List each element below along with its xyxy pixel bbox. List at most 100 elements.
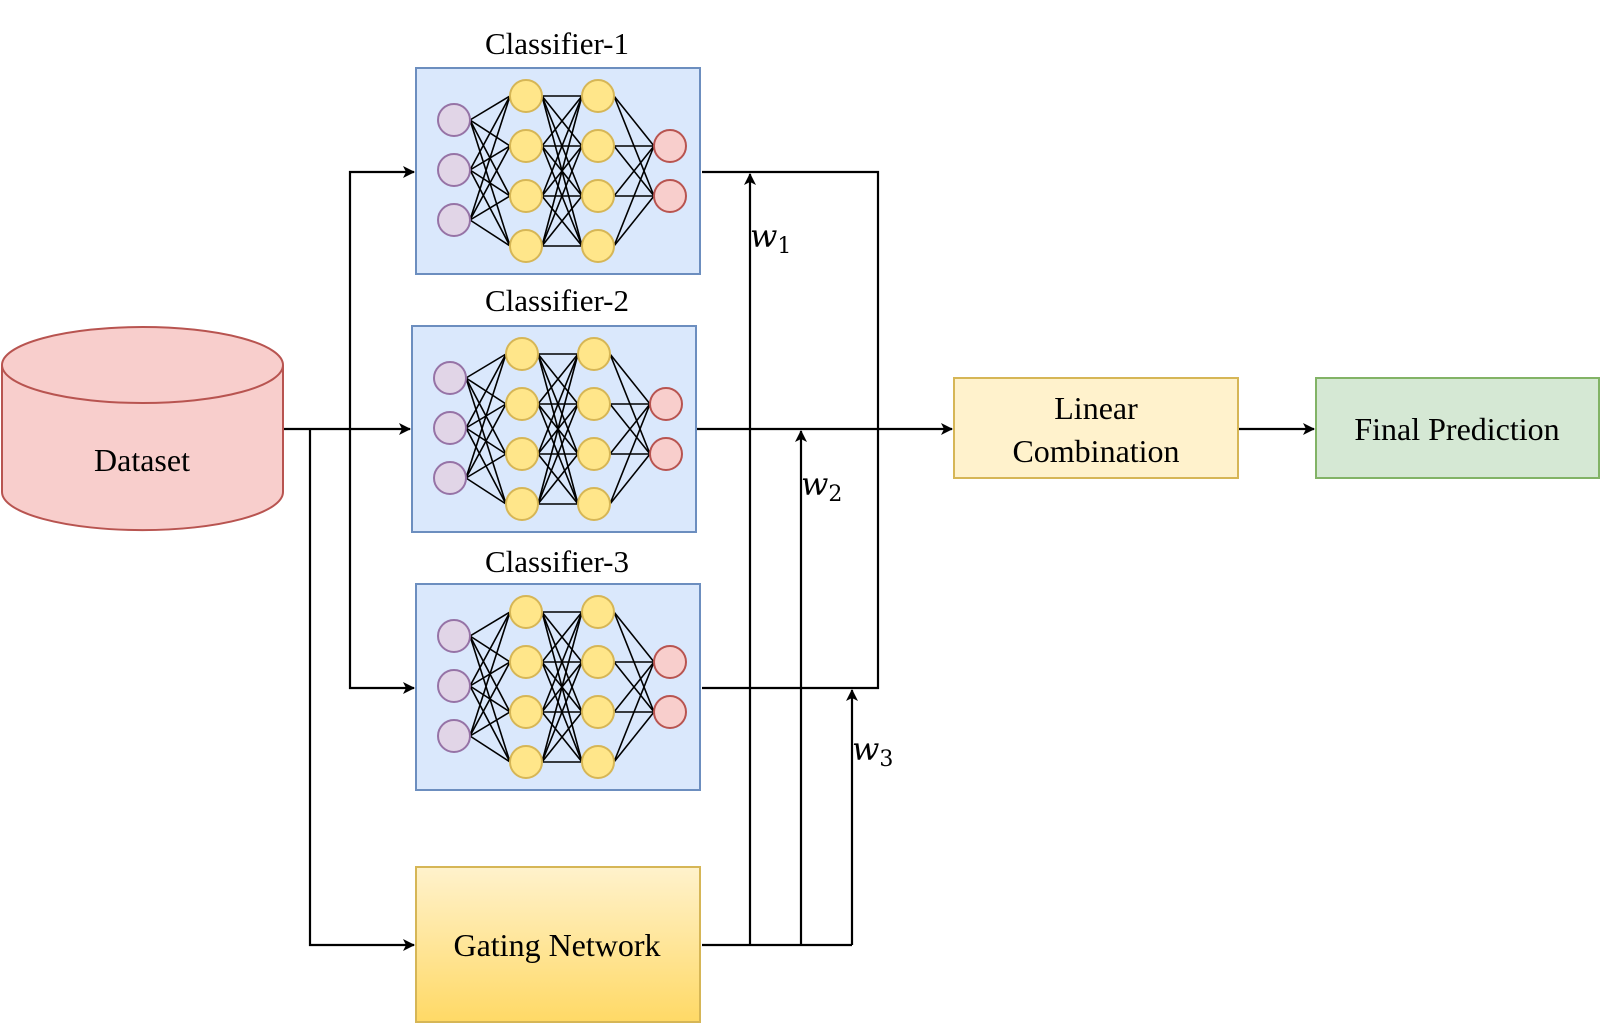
classifier-1-network-connection	[541, 95, 583, 147]
classifier-2-network-input-neuron	[433, 461, 467, 495]
classifier-1-network-connection	[469, 219, 511, 247]
classifier-3-network-connection	[469, 611, 511, 737]
classifier-3-network-hidden-b-neuron	[581, 745, 615, 779]
classifier-2-network-hidden-b-neuron	[577, 487, 611, 521]
classifier-1-network-connection	[469, 95, 511, 121]
classifier-1-title: Classifier-1	[485, 26, 629, 61]
classifier-1-network-connection	[613, 195, 655, 247]
weight-3-subscript: 3	[879, 747, 893, 772]
classifier-3-network-connection	[469, 661, 511, 737]
classifier-1-network-connection	[613, 95, 655, 147]
classifier-3-network-connection	[541, 611, 583, 713]
classifier-2-network-connection	[465, 403, 507, 479]
classifier-3-network-hidden-b-neuron	[581, 645, 615, 679]
classifier-3-network-connection	[613, 611, 655, 663]
classifier-2-network-hidden-b-neuron	[577, 387, 611, 421]
classifier-1-network-connection	[541, 95, 583, 197]
classifier-3-network-connection	[613, 661, 655, 763]
classifier-1-network-hidden-a-neuron	[509, 229, 543, 263]
classifier-1-network-connection	[541, 95, 583, 247]
classifier-3-title: Classifier-3	[485, 544, 629, 579]
classifier-1-network-output-neuron	[653, 179, 687, 213]
classifier-1-network-hidden-b-neuron	[581, 229, 615, 263]
classifier-1-network	[437, 79, 687, 263]
classifier-3-network-input-neuron	[437, 619, 471, 653]
dataset-cylinder-body	[1, 365, 284, 532]
edge-dataset-classifier-3	[348, 429, 415, 694]
classifier-3-network-hidden-a-neuron	[509, 745, 543, 779]
classifier-2-network-connection	[609, 403, 651, 455]
classifier-1-network-hidden-b-neuron	[581, 129, 615, 163]
classifier-2-network-hidden-a-neuron	[505, 387, 539, 421]
gating-network-box	[415, 866, 701, 1023]
classifier-3-network-hidden-a-neuron	[509, 695, 543, 729]
edge-classifier-3-bus	[702, 429, 880, 690]
weight-1-subscript: 1	[777, 234, 791, 259]
weight-2-subscript: 2	[828, 482, 842, 507]
classifier-1-network-hidden-b-neuron	[581, 179, 615, 213]
classifier-3-network-connection	[469, 611, 511, 637]
classifier-1-network-hidden-a-neuron	[509, 179, 543, 213]
classifier-2-network-input-neuron	[433, 411, 467, 445]
classifier-2-network-input-neuron	[433, 361, 467, 395]
edge-dataset-classifier-1	[348, 166, 415, 429]
classifier-3-network-connection	[469, 611, 511, 687]
classifier-3-network-connection	[469, 735, 511, 763]
classifier-3-network-hidden-a-neuron	[509, 595, 543, 629]
classifier-1-network-input-neuron	[437, 103, 471, 137]
gating-network-label: Gating Network	[453, 927, 660, 963]
dataset-cylinder-top	[1, 326, 284, 404]
edge-dataset-gating	[308, 429, 415, 951]
classifier-3-network-hidden-b-neuron	[581, 695, 615, 729]
classifier-1-network-connection	[469, 95, 511, 171]
classifier-3-network-connection	[541, 611, 583, 763]
classifier-1-network-connection	[613, 145, 655, 247]
weight-3-label: w3	[852, 730, 893, 772]
classifier-2-network-connection	[609, 353, 651, 405]
dataset-node: Dataset	[1, 326, 284, 532]
classifier-1-network-connection	[469, 145, 511, 221]
classifier-2-network-hidden-a-neuron	[505, 487, 539, 521]
classifier-3-network	[437, 595, 687, 779]
classifier-3-network-input-neuron	[437, 719, 471, 753]
classifier-1: Classifier-1	[415, 26, 701, 275]
weight-1-label: w1	[750, 217, 791, 259]
weight-2-label: w2	[801, 465, 842, 507]
classifier-2-network-connection	[465, 353, 507, 479]
classifier-3-network-output-neuron	[653, 695, 687, 729]
connectors	[283, 166, 1315, 951]
classifier-1-network-hidden-b-neuron	[581, 79, 615, 113]
classifier-1-network-hidden-a-neuron	[509, 129, 543, 163]
classifier-1-network-connection	[541, 195, 583, 247]
weight-1-symbol: w	[750, 217, 777, 255]
classifier-2-network-output-neuron	[649, 437, 683, 471]
classifier-1-network-hidden-a-neuron	[509, 79, 543, 113]
linear-combination-box	[953, 377, 1239, 479]
classifier-2-network-connection	[465, 477, 507, 505]
classifier-3-network-input-neuron	[437, 669, 471, 703]
classifier-2-network-connection	[537, 353, 579, 405]
classifier-3-network-hidden-a-neuron	[509, 645, 543, 679]
linear-combination: Linear Combination	[953, 377, 1239, 479]
classifier-2-network-connection	[537, 353, 579, 455]
classifier-3: Classifier-3	[415, 544, 701, 791]
gating-network: Gating Network	[415, 866, 701, 1023]
classifier-2-network-hidden-a-neuron	[505, 337, 539, 371]
classifier-1-network-connection	[541, 145, 583, 247]
classifier-1-network-connection	[469, 95, 511, 221]
final-prediction: Final Prediction	[1315, 377, 1600, 479]
classifier-2-title: Classifier-2	[485, 283, 629, 318]
classifier-2-network-hidden-b-neuron	[577, 337, 611, 371]
classifier-2-network-connection	[465, 353, 507, 429]
classifier-3-network-hidden-b-neuron	[581, 595, 615, 629]
classifier-2-network-connection	[609, 453, 651, 505]
classifier-2: Classifier-2	[411, 283, 697, 533]
final-prediction-box	[1315, 377, 1600, 479]
weight-3-symbol: w	[852, 730, 879, 768]
classifier-2-network-connection	[537, 353, 579, 505]
classifier-2-network-connection	[537, 403, 579, 505]
classifier-3-network-connection	[541, 711, 583, 763]
classifier-2-network	[433, 337, 683, 521]
classifier-3-network-connection	[541, 611, 583, 663]
